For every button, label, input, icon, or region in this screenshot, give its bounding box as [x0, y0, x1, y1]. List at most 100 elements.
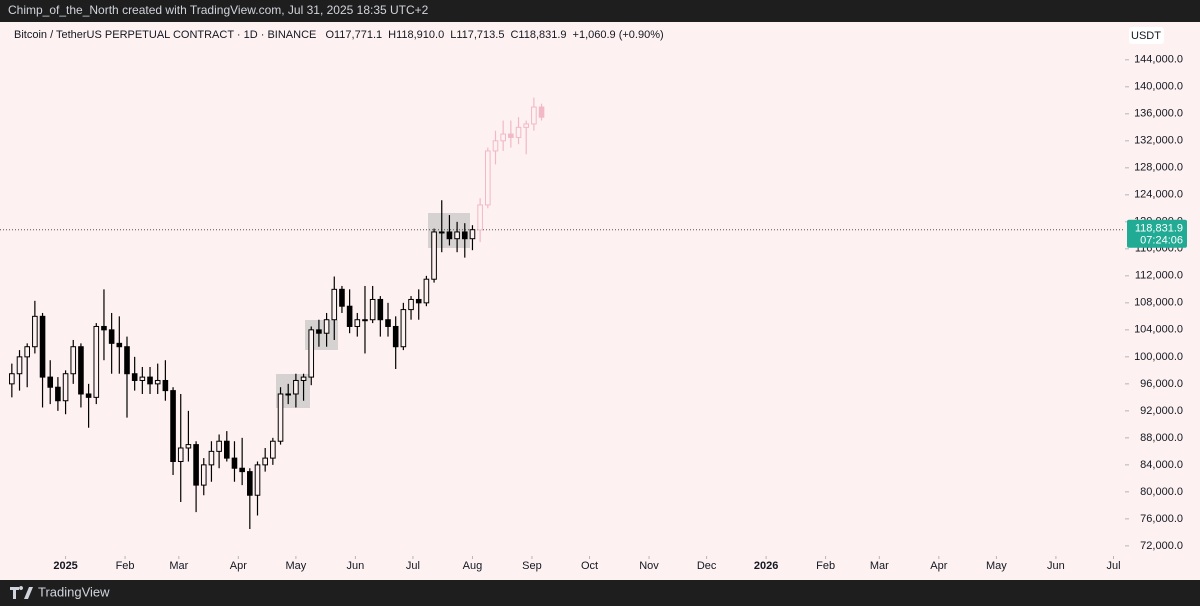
legend-change: +1,060.9 (+0.90%) — [573, 29, 664, 41]
candle-body — [300, 376, 307, 381]
header-text: Chimp_of_the_North created with TradingV… — [8, 3, 429, 17]
y-tick-label: 76,000.0 — [1140, 513, 1183, 525]
x-tick-label: May — [285, 560, 306, 572]
candle-body — [308, 329, 315, 378]
legend-key: H — [388, 29, 396, 41]
x-tick-label: 2025 — [53, 560, 77, 572]
candle-body — [538, 106, 545, 118]
candle-body — [208, 450, 215, 466]
legend-value: 118,910.0 — [396, 29, 444, 41]
y-tick-label: 84,000.0 — [1140, 459, 1183, 471]
candle-body — [316, 329, 322, 334]
currency: USDT — [1131, 30, 1161, 42]
symbol: Bitcoin / TetherUS PERPETUAL CONTRACT · … — [14, 29, 316, 41]
candle-body — [193, 444, 199, 486]
legend-value: 117,771.1 — [334, 29, 382, 41]
candle-body — [162, 379, 169, 392]
candle-body — [262, 457, 268, 466]
candle-body — [247, 471, 253, 496]
x-tick-label: Jun — [1047, 560, 1065, 572]
candle-body — [408, 298, 414, 311]
candle-body — [346, 305, 353, 327]
candle-body — [24, 346, 30, 358]
candle-body — [78, 346, 84, 395]
candle-body — [139, 376, 146, 381]
x-tick-label: Nov — [639, 560, 659, 572]
candle-body — [47, 376, 54, 388]
candle-body — [101, 325, 107, 331]
legend-value: 118,831.9 — [518, 29, 566, 41]
legend: Bitcoin / TetherUS PERPETUAL CONTRACT · … — [14, 29, 664, 41]
candle-body — [461, 231, 468, 240]
x-tick-label: Mar — [870, 560, 889, 572]
x-tick-label: Apr — [930, 560, 947, 572]
candle-body — [415, 298, 422, 304]
candle-body — [108, 329, 115, 344]
candle-body — [362, 319, 368, 322]
price-label: 118,831.9 — [1135, 223, 1183, 235]
legend-key: C — [510, 29, 518, 41]
x-tick-label: 2026 — [754, 560, 778, 572]
candle-body — [270, 440, 276, 459]
y-tick-label: 124,000.0 — [1134, 189, 1183, 201]
candle-body — [423, 278, 430, 304]
x-tick-label: Jun — [347, 560, 365, 572]
candle-body — [431, 231, 437, 280]
candle-body — [9, 373, 15, 385]
candle-body — [469, 229, 476, 240]
candle-body — [93, 325, 100, 398]
y-tick-label: 140,000.0 — [1134, 81, 1183, 93]
candle-body — [339, 288, 345, 307]
candle-body — [515, 126, 522, 138]
legend-value: 117,713.5 — [456, 29, 504, 41]
candle-body — [55, 386, 61, 402]
x-tick-label: Oct — [581, 560, 598, 572]
y-tick-label: 96,000.0 — [1140, 378, 1183, 390]
y-tick-label: 144,000.0 — [1134, 54, 1183, 66]
x-tick-label: Mar — [169, 560, 188, 572]
currency-box — [1129, 27, 1164, 44]
candle-body — [147, 376, 153, 385]
x-tick-label: Apr — [230, 560, 247, 572]
x-tick-label: May — [986, 560, 1007, 572]
candle-body — [116, 342, 123, 348]
price-box — [1127, 219, 1187, 248]
y-tick-label: 128,000.0 — [1134, 162, 1183, 174]
candle-body — [385, 319, 391, 327]
candle-body — [239, 467, 245, 473]
x-tick-label: Sep — [522, 560, 542, 572]
candle-body — [354, 319, 361, 327]
candle-body — [16, 356, 23, 375]
bottom-bar — [0, 580, 1200, 606]
candle-body — [446, 231, 453, 240]
x-tick-label: Feb — [116, 560, 135, 572]
brand-name: TradingView — [38, 584, 110, 599]
countdown: 07:24:06 — [1140, 235, 1183, 247]
candle-body — [231, 457, 238, 469]
x-tick-label: Aug — [463, 560, 483, 572]
candle-body — [285, 393, 292, 396]
candle-body — [185, 444, 192, 449]
candle-body — [124, 346, 130, 375]
candle-body — [177, 447, 184, 462]
candle-body — [131, 373, 138, 381]
x-tick-label: Dec — [697, 560, 717, 572]
candle-body — [223, 440, 230, 459]
candle-body — [32, 315, 38, 348]
legend-key: L — [450, 29, 456, 41]
candle-body — [438, 231, 445, 234]
candle-body — [523, 123, 529, 128]
candle-body — [62, 373, 69, 402]
x-tick-label: Feb — [816, 560, 835, 572]
candle-body — [70, 346, 77, 375]
candle-body — [254, 464, 261, 496]
legend-key: O — [325, 29, 334, 41]
candle-body — [477, 204, 483, 231]
y-tick-label: 88,000.0 — [1140, 432, 1183, 444]
top-bar — [0, 0, 1200, 22]
candle-body — [85, 393, 92, 398]
candle-body — [508, 133, 514, 138]
y-tick-label: 92,000.0 — [1140, 405, 1183, 417]
candle-body — [392, 325, 399, 348]
candle-body — [331, 288, 338, 321]
